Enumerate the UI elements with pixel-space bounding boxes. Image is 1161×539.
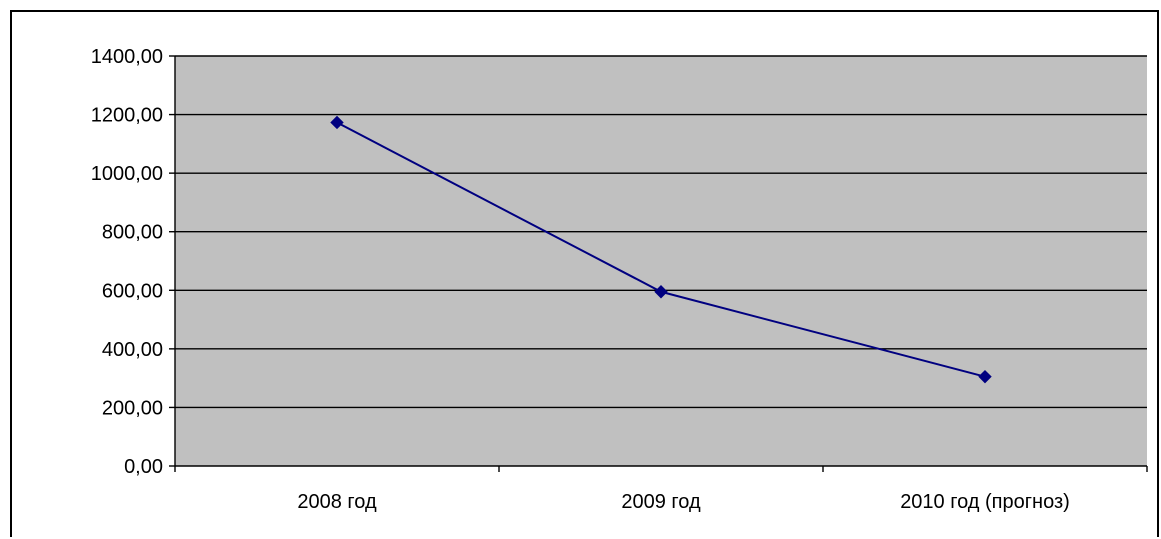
y-tick-label: 800,00 <box>102 222 163 244</box>
x-tick-label: 2010 год (прогноз) <box>900 491 1070 513</box>
y-tick-label: 1000,00 <box>91 163 163 185</box>
chart-border <box>10 10 1159 537</box>
tick-labels: 0,00 200,00 400,00 600,00 800,00 1000,00 1200,… <box>91 46 1070 513</box>
series-layer <box>330 115 992 384</box>
x-tick-label: 2008 год <box>297 491 377 513</box>
data-point-marker <box>330 115 344 130</box>
data-point-marker <box>978 369 992 384</box>
y-tick-label: 1400,00 <box>91 46 163 68</box>
plot-area <box>175 56 1147 466</box>
y-tick-label: 400,00 <box>102 339 163 361</box>
plot-background <box>175 56 1147 466</box>
x-tick-label: 2009 год <box>621 491 701 513</box>
axes <box>169 55 1148 472</box>
y-tick-label: 200,00 <box>102 397 163 419</box>
chart-frame <box>10 10 1159 537</box>
y-tick-label: 1200,00 <box>91 105 163 127</box>
y-tick-label: 600,00 <box>102 280 163 302</box>
y-tick-label: 0,00 <box>124 456 163 478</box>
gridlines <box>175 55 1147 409</box>
data-point-marker <box>654 285 668 299</box>
